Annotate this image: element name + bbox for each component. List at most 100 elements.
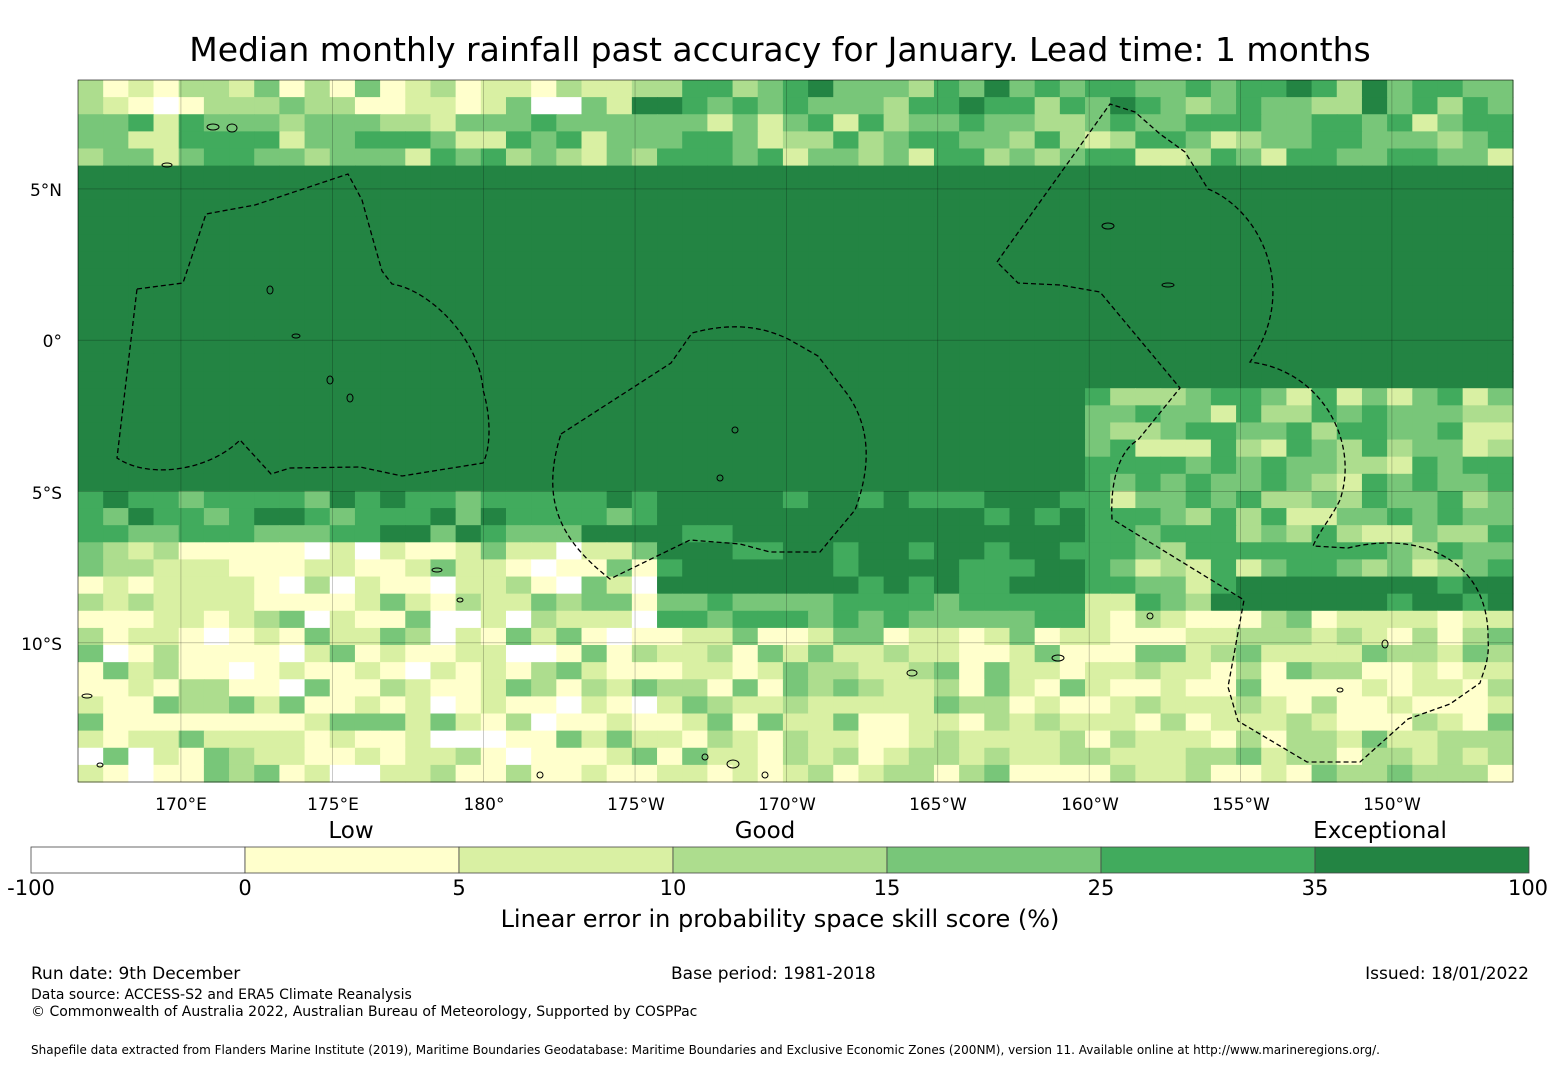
- grid-cell: [1437, 593, 1464, 612]
- grid-cell: [959, 730, 985, 749]
- grid-cell: [78, 97, 104, 115]
- grid-cell: [455, 542, 482, 561]
- grid-cell: [78, 713, 104, 732]
- island: [326, 375, 334, 385]
- grid-cell: [1135, 80, 1162, 98]
- grid-cell: [1261, 234, 1288, 252]
- grid-cell: [430, 251, 457, 269]
- grid-cell: [354, 525, 381, 543]
- grid-cell: [959, 405, 985, 424]
- grid-cell: [405, 696, 432, 715]
- grid-cell: [1185, 696, 1212, 715]
- grid-cell: [329, 182, 356, 201]
- grid-cell: [707, 525, 734, 543]
- grid-cell: [782, 114, 809, 132]
- grid-cell: [808, 662, 834, 680]
- grid-cell: [1412, 473, 1439, 492]
- grid-cell: [1412, 182, 1439, 201]
- grid-cell: [631, 713, 658, 732]
- grid-cell: [933, 508, 960, 526]
- grid-cell: [380, 165, 406, 184]
- grid-cell: [1387, 97, 1413, 115]
- grid-cell: [128, 199, 155, 218]
- grid-cell: [1412, 97, 1439, 115]
- grid-cell: [128, 319, 155, 338]
- skill-grid: [78, 80, 1514, 783]
- grid-cell: [1311, 353, 1338, 372]
- grid-cell: [254, 80, 281, 98]
- grid-cell: [1387, 559, 1413, 578]
- grid-cell: [480, 422, 507, 441]
- grid-cell: [1236, 730, 1262, 749]
- grid-cell: [581, 216, 608, 235]
- grid-cell: [682, 148, 708, 167]
- grid-cell: [279, 97, 306, 115]
- grid-cell: [1034, 542, 1061, 561]
- grid-cell: [128, 559, 155, 578]
- grid-cell: [531, 525, 557, 543]
- grid-cell: [1387, 645, 1413, 663]
- grid-cell: [304, 422, 331, 441]
- grid-cell: [581, 165, 608, 184]
- grid-cell: [883, 730, 910, 749]
- grid-cell: [1336, 234, 1363, 252]
- grid-cell: [1085, 216, 1111, 235]
- grid-cell: [631, 353, 658, 372]
- grid-cell: [430, 422, 457, 441]
- grid-cell: [606, 508, 633, 526]
- grid-cell: [405, 80, 432, 98]
- grid-cell: [1412, 336, 1439, 355]
- grid-cell: [682, 610, 708, 629]
- grid-cell: [707, 559, 734, 578]
- grid-cell: [959, 182, 985, 201]
- grid-cell: [480, 336, 507, 355]
- grid-cell: [254, 371, 281, 389]
- grid-cell: [657, 336, 683, 355]
- grid-cell: [480, 251, 507, 269]
- grid-cell: [380, 456, 406, 475]
- grid-cell: [1009, 627, 1036, 646]
- grid-cell: [1210, 97, 1237, 115]
- grid-cell: [1286, 148, 1313, 167]
- grid-cell: [254, 456, 281, 475]
- grid-cell: [908, 114, 935, 132]
- grid-cell: [1261, 593, 1288, 612]
- grid-cell: [455, 80, 482, 98]
- grid-cell: [1387, 148, 1413, 167]
- grid-cell: [782, 285, 809, 304]
- grid-cell: [1185, 97, 1212, 115]
- grid-cell: [153, 80, 180, 98]
- grid-cell: [380, 285, 406, 304]
- grid-cell: [153, 559, 180, 578]
- grid-cell: [1387, 764, 1413, 783]
- grid-cell: [505, 80, 532, 98]
- grid-cell: [782, 199, 809, 218]
- grid-cell: [1135, 559, 1162, 578]
- grid-cell: [153, 439, 180, 458]
- grid-cell: [1361, 199, 1388, 218]
- grid-cell: [153, 679, 180, 697]
- grid-cell: [304, 371, 331, 389]
- grid-cell: [732, 199, 759, 218]
- grid-cell: [1236, 216, 1262, 235]
- grid-cell: [480, 456, 507, 475]
- grid-cell: [858, 388, 885, 406]
- grid-cell: [933, 302, 960, 321]
- grid-cell: [254, 610, 281, 629]
- grid-cell: [1085, 593, 1111, 612]
- grid-cell: [1210, 319, 1237, 338]
- grid-cell: [1085, 473, 1111, 492]
- grid-cell: [1160, 439, 1187, 458]
- grid-cell: [556, 199, 583, 218]
- grid-cell: [354, 131, 381, 150]
- grid-cell: [1387, 182, 1413, 201]
- grid-cell: [1135, 610, 1162, 629]
- grid-cell: [1286, 473, 1313, 492]
- grid-cell: [984, 713, 1011, 732]
- grid-cell: [1185, 285, 1212, 304]
- grid-cell: [606, 593, 633, 612]
- grid-cell: [1261, 747, 1288, 766]
- grid-cell: [531, 319, 557, 338]
- grid-cell: [128, 285, 155, 304]
- grid-cell: [1034, 764, 1061, 783]
